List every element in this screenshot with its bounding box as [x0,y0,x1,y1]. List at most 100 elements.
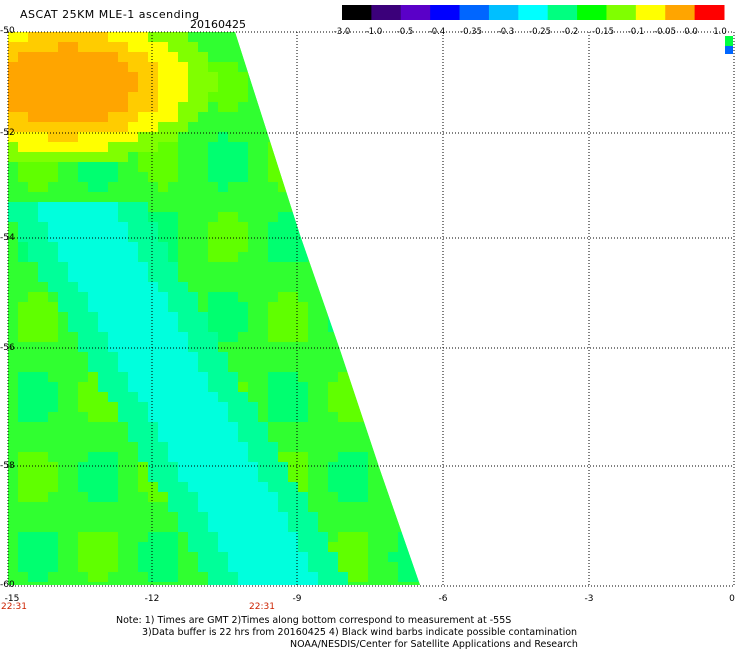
data-cell [368,92,378,102]
data-cell [188,42,198,52]
data-cell [148,372,158,382]
data-cell [348,582,358,585]
data-cell [38,482,48,492]
data-cell [318,412,328,422]
data-cell [428,582,438,592]
data-cell [288,122,298,132]
data-cell [218,52,228,62]
data-cell [128,62,138,72]
data-cell [158,42,168,52]
data-cell [28,162,38,172]
data-cell [368,42,378,52]
data-cell [98,512,108,522]
data-cell [358,542,368,552]
data-cell [348,202,358,212]
data-cell [388,342,398,352]
data-cell [298,352,308,362]
data-cell [168,262,178,272]
data-cell [8,132,18,142]
data-cell [418,52,420,62]
data-cell [318,392,328,402]
data-cell [218,32,228,42]
data-cell [308,522,318,532]
data-cell [218,102,228,112]
data-cell [78,302,88,312]
data-cell [18,542,28,552]
data-cell [28,232,38,242]
data-cell [48,72,58,82]
data-cell [238,122,248,132]
data-cell [308,182,318,192]
data-cell [408,512,418,522]
data-cell [398,182,408,192]
data-cell [398,532,408,542]
data-cell [258,542,268,552]
data-cell [208,482,218,492]
data-cell [38,122,48,132]
data-cell [78,432,88,442]
data-cell [378,202,388,212]
data-cell [268,572,278,582]
data-cell [8,312,18,322]
data-cell [148,202,158,212]
data-cell [148,252,158,262]
data-cell [208,32,218,42]
data-cell [308,292,318,302]
data-cell [358,42,368,52]
data-cell [58,522,68,532]
data-cell [348,352,358,362]
data-cell [368,122,378,132]
data-cell [68,212,78,222]
stray-cell [725,46,733,54]
data-cell [28,262,38,272]
data-cell [198,222,208,232]
data-cell [28,272,38,282]
data-cell [258,262,268,272]
data-cell [258,162,268,172]
data-cell [388,522,398,532]
data-cell [58,552,68,562]
data-cell [78,332,88,342]
data-cell [188,242,198,252]
data-cell [18,422,28,432]
data-cell [328,82,338,92]
data-cell [388,212,398,222]
data-cell [398,272,408,282]
data-cell [18,72,28,82]
data-cell [408,372,418,382]
data-cell [358,122,368,132]
data-cell [268,442,278,452]
data-cell [258,482,268,492]
data-cell [128,392,138,402]
data-cell [228,362,238,372]
data-cell [428,202,438,212]
data-cell [68,192,78,202]
data-cell [308,372,318,382]
data-cell [278,402,288,412]
data-cell [188,362,198,372]
data-cell [228,562,238,572]
data-cell [348,452,358,462]
data-cell [28,322,38,332]
data-cell [368,52,378,62]
data-cell [218,392,228,402]
data-cell [248,512,258,522]
data-cell [228,242,238,252]
data-cell [258,332,268,342]
data-cell [268,562,278,572]
data-cell [398,42,408,52]
data-cell [28,562,38,572]
data-cell [168,582,178,585]
data-cell [108,522,118,532]
data-cell [398,392,408,402]
data-cell [178,572,188,582]
data-cell [178,262,188,272]
data-cell [328,572,338,582]
data-cell [268,252,278,262]
data-cell [418,252,420,262]
data-cell [408,472,418,482]
data-cell [228,382,238,392]
data-cell [78,52,88,62]
data-cell [418,182,420,192]
